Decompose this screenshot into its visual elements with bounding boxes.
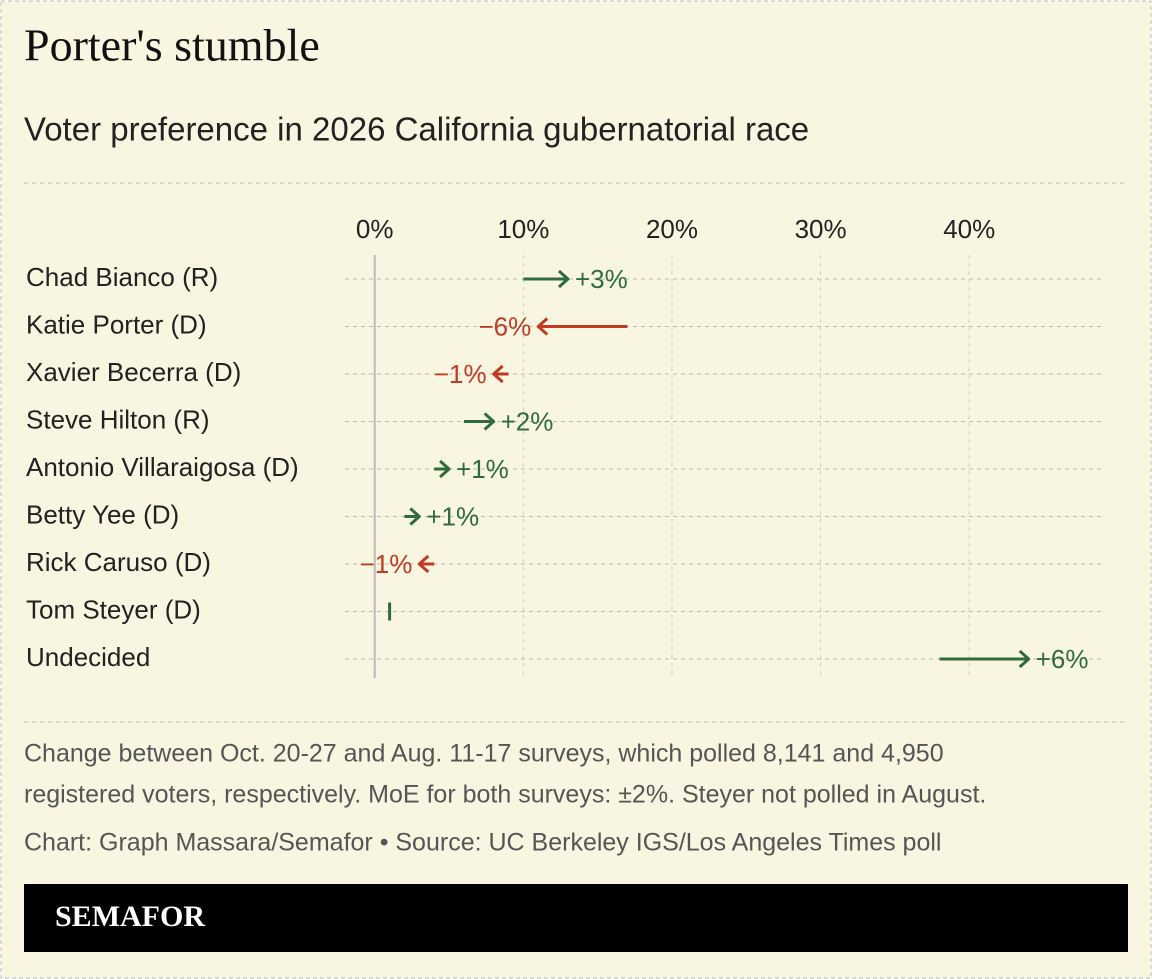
change-label: +3% <box>575 264 628 294</box>
change-label: +1% <box>456 454 509 484</box>
change-label: +1% <box>426 501 479 531</box>
arrow-head <box>417 554 430 574</box>
row-label: Xavier Becerra (D) <box>26 357 241 387</box>
note: registered voters, respectively. MoE for… <box>24 781 986 809</box>
chart-title: Porter's stumble <box>24 20 320 71</box>
row-label: Katie Porter (D) <box>26 309 207 339</box>
change-label: −1% <box>360 549 413 579</box>
arrow-head <box>409 507 421 526</box>
row-label: Tom Steyer (D) <box>26 594 201 624</box>
arrow-head <box>1018 649 1031 669</box>
x-tick-label: 30% <box>795 214 847 244</box>
arrow-head <box>439 459 451 479</box>
change-label: −6% <box>478 311 531 341</box>
brand: SEMAFOR <box>55 900 205 933</box>
arrow-head <box>557 269 570 289</box>
chart-subtitle: Voter preference in 2026 California gube… <box>24 111 809 148</box>
row-label: Rick Caruso (D) <box>26 547 211 577</box>
arrow-head <box>492 364 504 384</box>
arrow-head <box>483 412 496 431</box>
change-label: +6% <box>1036 644 1089 674</box>
change-label: +2% <box>501 406 554 436</box>
change-label: −1% <box>434 359 487 389</box>
brand-bar <box>24 884 1128 952</box>
row-label: Chad Bianco (R) <box>26 262 218 292</box>
x-tick-label: 20% <box>646 214 698 244</box>
row-label: Undecided <box>26 642 150 672</box>
x-tick-label: 0% <box>356 214 394 244</box>
x-tick-label: 40% <box>943 214 995 244</box>
arrow-head <box>536 317 549 336</box>
row-label: Steve Hilton (R) <box>26 404 210 434</box>
row-label: Betty Yee (D) <box>26 499 179 529</box>
x-tick-label: 10% <box>497 214 549 244</box>
row-label: Antonio Villaraigosa (D) <box>26 452 299 482</box>
note: Change between Oct. 20-27 and Aug. 11-17… <box>24 740 944 768</box>
source: Chart: Graph Massara/Semafor • Source: U… <box>24 829 941 857</box>
